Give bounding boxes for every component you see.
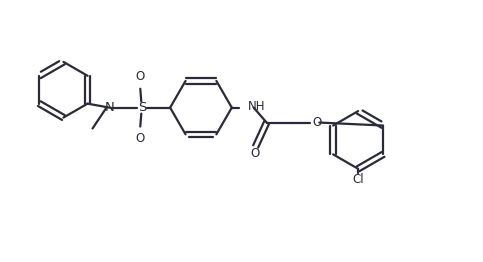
Text: NH: NH <box>248 100 265 113</box>
Text: O: O <box>312 116 322 129</box>
Text: N: N <box>105 101 114 114</box>
Text: S: S <box>138 101 146 114</box>
Text: O: O <box>136 133 145 145</box>
Text: O: O <box>136 70 145 83</box>
Text: O: O <box>250 147 259 160</box>
Text: Cl: Cl <box>352 173 364 186</box>
